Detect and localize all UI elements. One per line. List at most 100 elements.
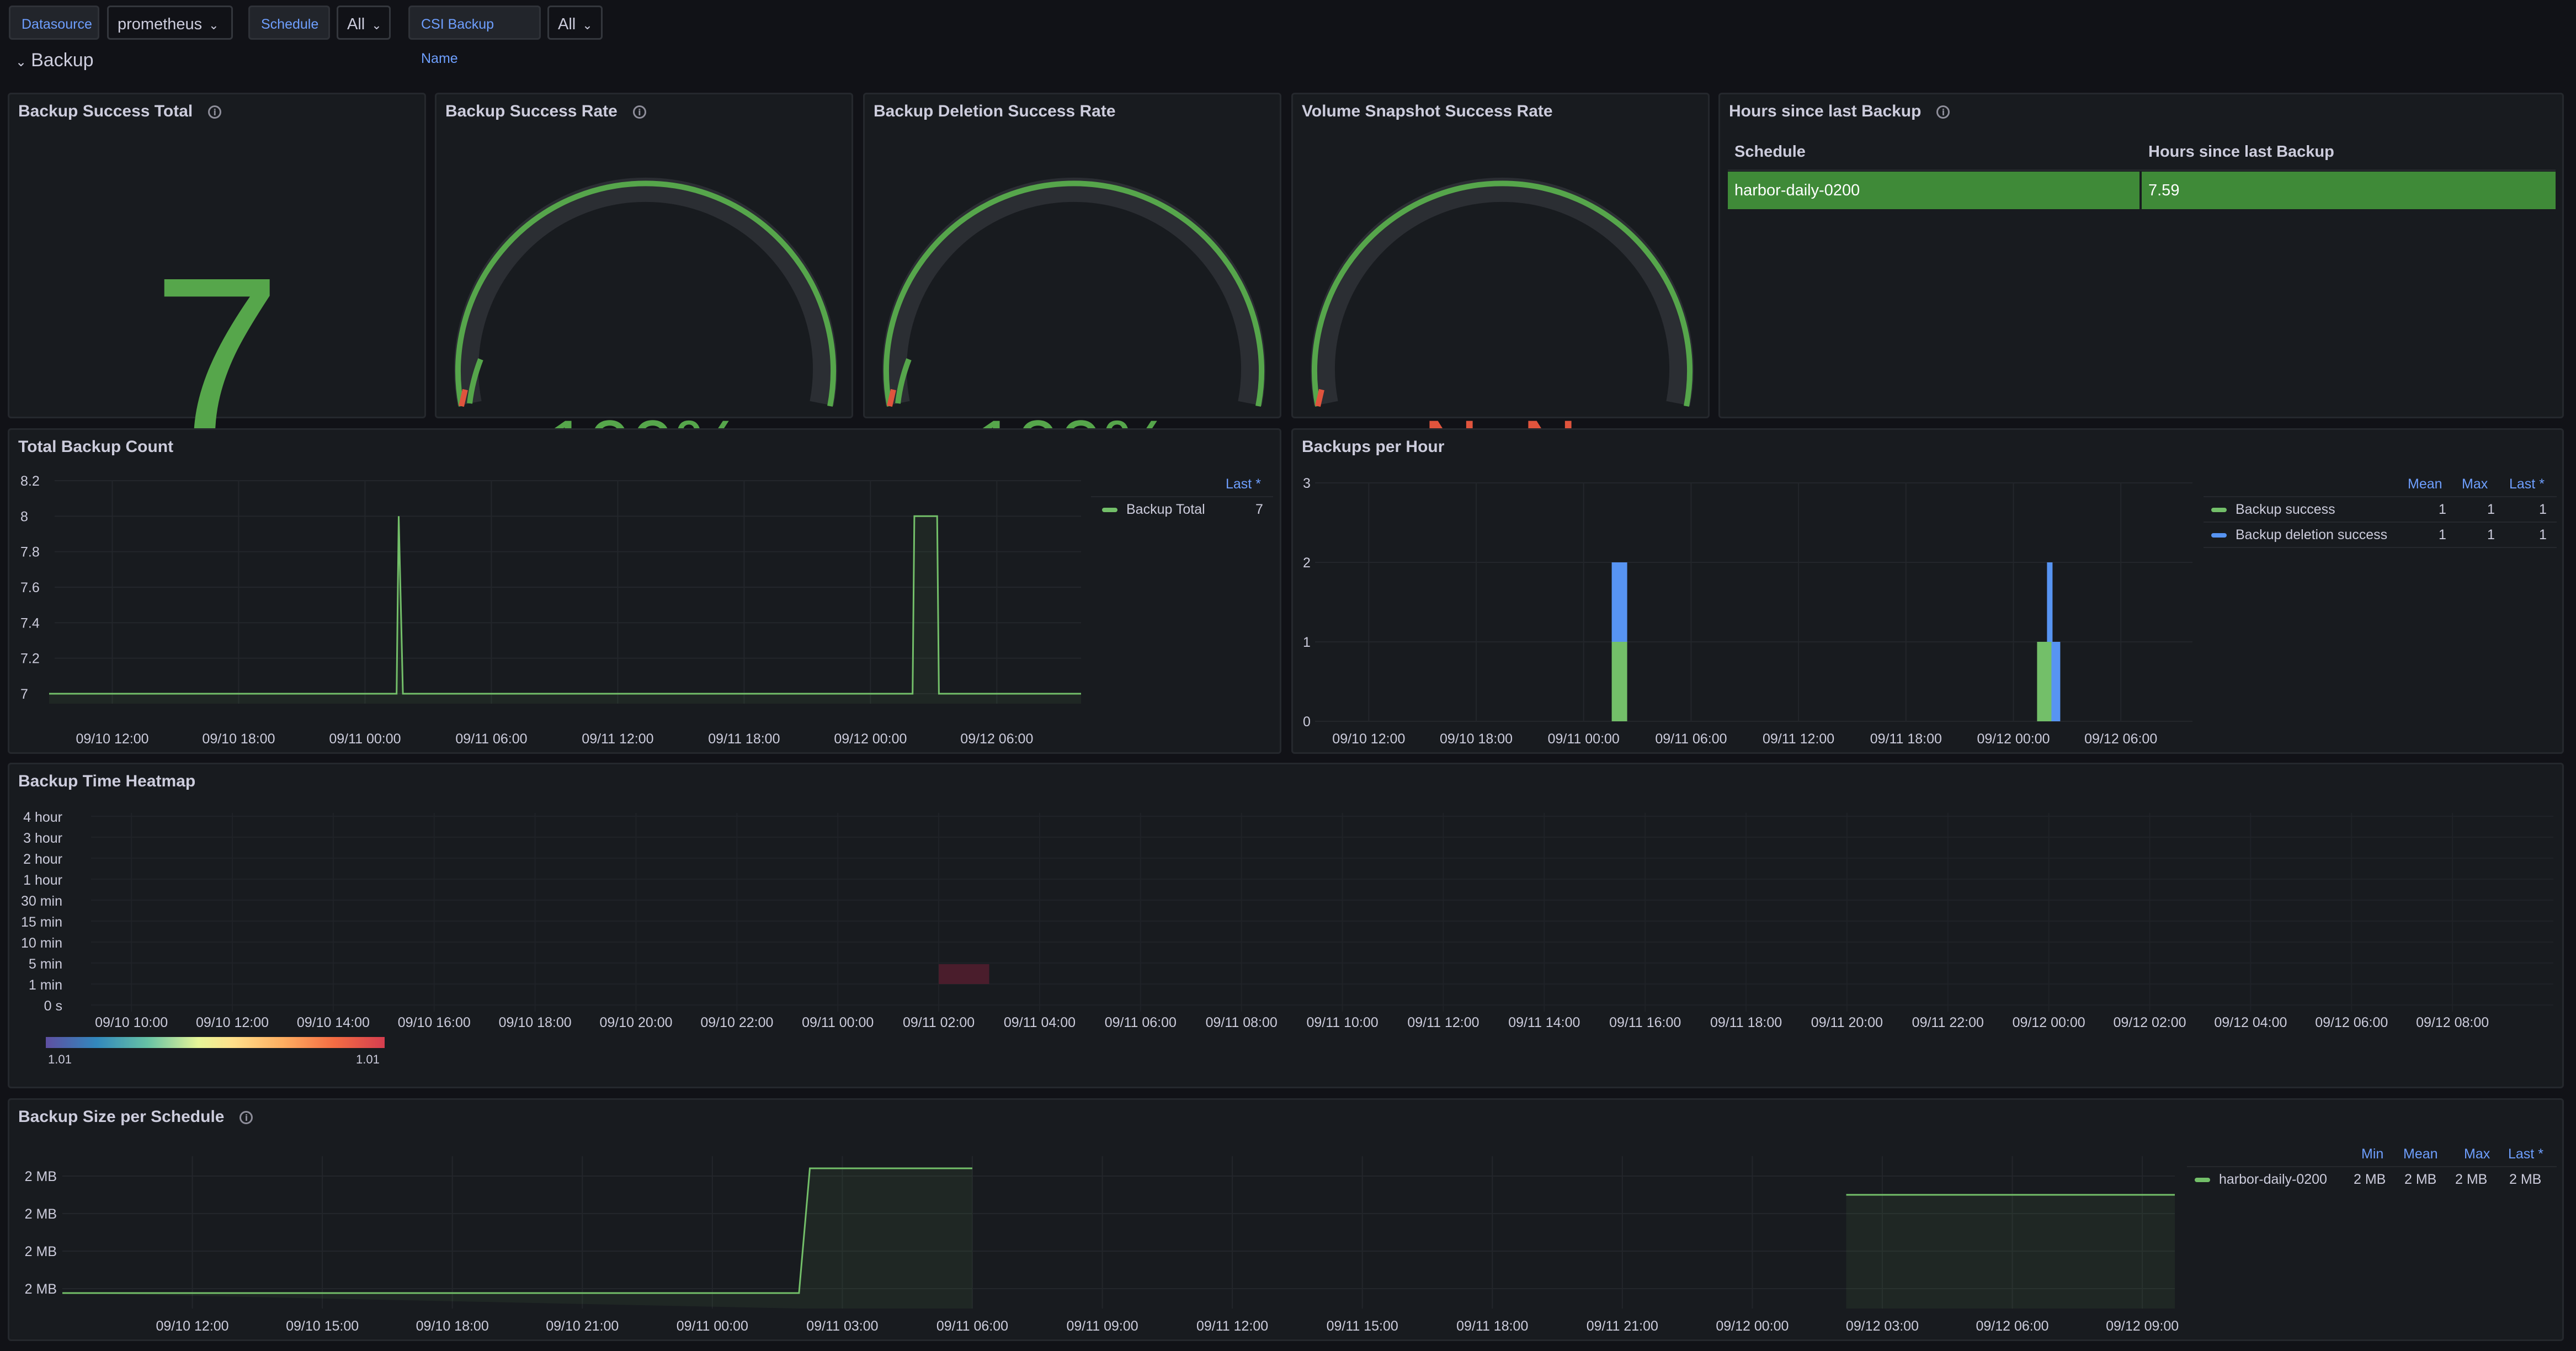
gauge-threshold-arc [1314,183,1690,406]
line-chart-total-backup-count: 8.287.87.67.47.2709/10 12:00 09/10 18:00 0… [9,430,1283,756]
panel-title: Hours since last Backup i [1729,102,1950,121]
row-title: Backup [31,50,93,71]
x-tick-label: 09/12 06:00 [960,731,1033,747]
y-tick-label: 7.2 [20,651,40,667]
x-tick-label: 09/11 03:00 [806,1318,878,1334]
x-tick-label: 09/11 16:00 [1609,1015,1681,1030]
variable-label-schedule: Schedule [248,6,330,40]
legend-header-mean[interactable]: Mean [2408,476,2442,492]
legend-header-mean[interactable]: Mean [2403,1146,2438,1162]
x-tick-label: 09/10 16:00 [398,1015,471,1030]
gauge [437,94,855,420]
y-tick-label: 1 hour [23,873,62,888]
legend-item-backup-success[interactable]: Backup success [2211,502,2335,518]
schedule-select[interactable]: All ⌄ [337,6,391,40]
gauge [865,94,1283,420]
x-tick-label: 09/11 06:00 [455,731,527,747]
x-tick-label: 09/12 06:00 [1976,1318,2048,1334]
x-tick-label: 09/12 00:00 [1977,731,2050,747]
x-tick-label: 09/10 18:00 [499,1015,572,1030]
y-tick-label: 7.6 [20,580,40,595]
heatmap-chart: 4 hour3 hour2 hour1 hour30 min15 min10 m… [9,764,2566,1090]
legend-value-mean: 1 [2439,502,2446,518]
y-tick-label: 1 [1303,635,1311,650]
x-tick-label: 09/10 18:00 [202,731,275,747]
legend-value-last: 1 [2539,527,2547,543]
table-row [2142,172,2556,209]
panel-total-backup-count: Total Backup Count 8.2 8 7.8 7.6 7.4 7.2 7 09/1… [8,428,1281,754]
x-tick-label: 09/10 12:00 [156,1318,229,1334]
info-icon[interactable]: i [208,105,221,119]
x-tick-label: 09/10 14:00 [297,1015,370,1030]
csi-backup-name-select[interactable]: All ⌄ [547,6,603,40]
y-tick-label: 2 hour [23,852,62,867]
legend-value-max: 2 MB [2455,1172,2487,1188]
heatmap-scale-max: 1.01 [356,1052,380,1067]
heatmap-color-scale [46,1037,388,1050]
legend-item-backup-total[interactable]: Backup Total [1102,502,1205,518]
legend-value-max: 1 [2487,527,2495,543]
x-tick-label: 09/12 06:00 [2084,731,2157,747]
x-tick-label: 09/10 18:00 [1440,731,1513,747]
gauge-threshold-arc [886,183,1262,406]
legend-header-max[interactable]: Max [2462,476,2488,492]
panel-backups-per-hour: Backups per Hour 3 2 1 0 09/10 12:00 09/10 18… [1291,428,2564,754]
legend-swatch [2195,1178,2210,1182]
legend-header-last[interactable]: Last * [2508,1146,2543,1162]
chevron-down-icon: ⌄ [209,18,219,32]
bar-chart-backups-per-hour: 321009/10 12:00 09/10 18:00 09/11 00:00 09/… [1293,430,2566,756]
panel-title-text: Backup Success Total [18,102,193,120]
x-tick-label: 09/11 18:00 [1870,731,1942,747]
legend-label: Backup Total [1126,502,1205,517]
table-header-schedule[interactable]: Schedule [1734,143,1806,161]
datasource-select[interactable]: prometheus ⌄ [107,6,233,40]
x-tick-label: 09/12 00:00 [1716,1318,1789,1334]
x-tick-label: 09/10 20:00 [599,1015,672,1030]
x-tick-label: 09/10 12:00 [1332,731,1405,747]
bar-backup-deletion-success [2047,562,2052,642]
y-tick-label: 2 MB [25,1281,57,1297]
row-toggle-backup[interactable]: ⌄ Backup [15,50,94,71]
x-tick-label: 09/11 06:00 [1655,731,1727,747]
bar-backup-deletion-success [2051,642,2060,721]
x-tick-label: 09/11 00:00 [802,1015,874,1030]
chevron-down-icon: ⌄ [371,18,381,32]
legend-item-backup-deletion-success[interactable]: Backup deletion success [2211,527,2387,543]
table-header-hours[interactable]: Hours since last Backup [2148,143,2334,161]
chevron-down-icon: ⌄ [582,18,592,32]
legend-swatch [2211,508,2227,512]
panel-backup-deletion-success-rate: Backup Deletion Success Rate 100% [863,93,1281,418]
x-tick-label: 09/12 00:00 [2013,1015,2085,1030]
x-tick-label: 09/11 14:00 [1508,1015,1580,1030]
x-tick-label: 09/10 10:00 [95,1015,168,1030]
legend-item-harbor-daily-0200[interactable]: harbor-daily-0200 [2195,1172,2327,1188]
area-chart-backup-size: 2 MB 2 MB 2 MB 2 MB 09/10 12:00 09/10 15:00 09… [9,1100,2566,1343]
panel-backup-success-total: Backup Success Total i 7 [8,93,426,418]
y-tick-label: 0 [1303,714,1311,730]
legend-header-last[interactable]: Last * [1226,476,1261,492]
x-tick-label: 09/11 02:00 [903,1015,975,1030]
variable-label-csi-backup-name: CSI Backup Name [408,6,541,40]
x-tick-label: 09/11 06:00 [1105,1015,1177,1030]
legend-header-min[interactable]: Min [2361,1146,2383,1162]
x-tick-label: 09/12 08:00 [2416,1015,2489,1030]
x-tick-label: 09/11 12:00 [582,731,653,747]
panel-title: Backup Success Total i [18,102,221,121]
panel-volume-snapshot-success-rate: Volume Snapshot Success Rate NaN [1291,93,1710,418]
x-tick-label: 09/12 04:00 [2214,1015,2287,1030]
x-tick-label: 09/11 18:00 [1710,1015,1782,1030]
y-tick-label: 2 MB [25,1169,57,1184]
legend-header-last[interactable]: Last * [2509,476,2545,492]
x-tick-label: 09/11 10:00 [1306,1015,1378,1030]
chevron-down-icon: ⌄ [15,55,26,70]
y-tick-label: 7.4 [20,615,40,631]
bar-backup-deletion-success [1612,562,1627,642]
panel-title-text: Hours since last Backup [1729,102,1921,120]
info-icon[interactable]: i [1936,105,1950,119]
y-tick-label: 5 min [29,956,62,972]
x-tick-label: 09/11 00:00 [677,1318,748,1334]
legend-value-last: 7 [1255,502,1263,518]
legend-header-max[interactable]: Max [2464,1146,2490,1162]
x-tick-label: 09/10 15:00 [286,1318,359,1334]
